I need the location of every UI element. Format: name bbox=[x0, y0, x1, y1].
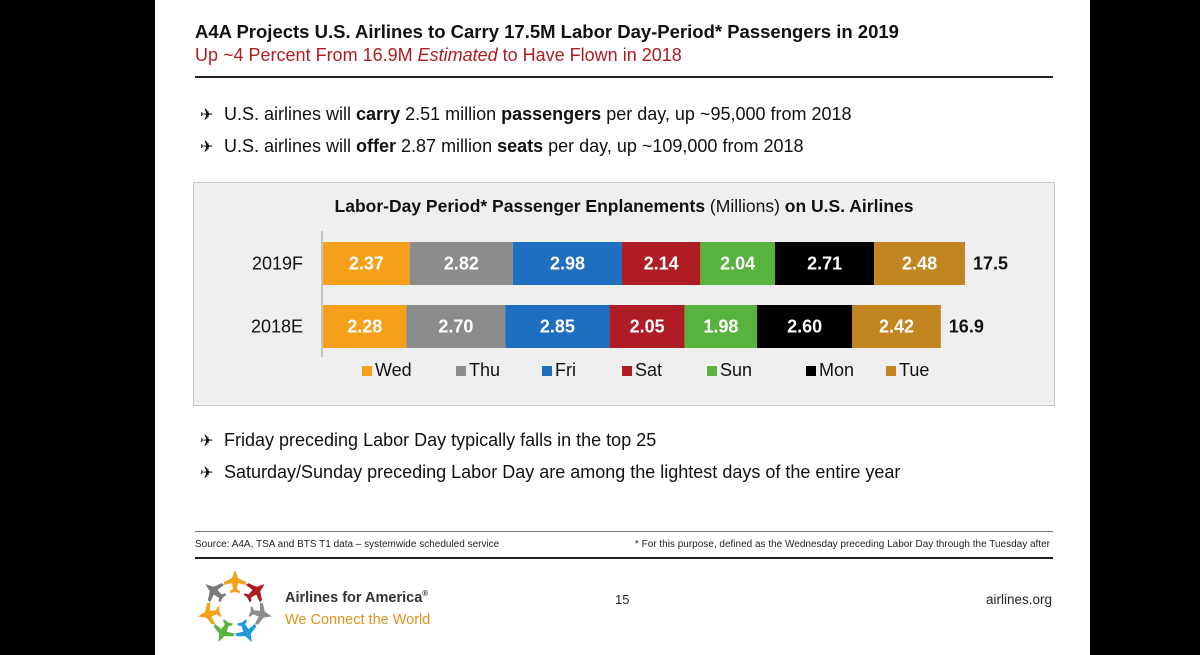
bar-segment bbox=[874, 242, 965, 285]
legend-swatch bbox=[456, 366, 466, 376]
subtitle-pre: Up ~4 Percent From 16.9M bbox=[195, 45, 418, 65]
value-label: 2.14 bbox=[644, 254, 679, 274]
bar-segment bbox=[757, 305, 853, 348]
total-label: 17.5 bbox=[973, 254, 1008, 274]
value-label: 2.04 bbox=[720, 254, 755, 274]
subtitle-emphasis: Estimated bbox=[417, 45, 498, 65]
subtitle-post: to Have Flown in 2018 bbox=[497, 45, 682, 65]
bar-segment bbox=[323, 305, 407, 348]
value-label: 2.70 bbox=[438, 317, 473, 337]
bullet-weekend: ✈ Saturday/Sunday preceding Labor Day are… bbox=[200, 462, 900, 483]
bar-segment bbox=[512, 242, 623, 285]
total-label: 16.9 bbox=[949, 317, 984, 337]
legend-label: Sun bbox=[720, 360, 752, 380]
footer-divider-thin bbox=[195, 531, 1053, 532]
footer-divider bbox=[195, 557, 1053, 559]
brand-name: Airlines for America® bbox=[285, 589, 428, 606]
legend-swatch bbox=[362, 366, 372, 376]
bar-segment bbox=[609, 305, 685, 348]
value-label: 2.48 bbox=[902, 254, 937, 274]
chart-title-bold: on U.S. Airlines bbox=[784, 196, 914, 216]
brand-name-text: Airlines for America bbox=[285, 589, 423, 606]
bullet-bold: carry bbox=[356, 104, 401, 124]
legend-swatch bbox=[886, 366, 896, 376]
chart-panel: Labor-Day Period* Passenger Enplanements… bbox=[193, 182, 1055, 406]
legend-swatch bbox=[707, 366, 717, 376]
bullet-text: 2.51 million bbox=[400, 104, 502, 124]
chart-title: Labor-Day Period* Passenger Enplanements… bbox=[194, 196, 1054, 217]
bullet-bold: seats bbox=[497, 136, 544, 156]
website-link[interactable]: airlines.org bbox=[985, 592, 1052, 607]
bullet-bold: passengers bbox=[501, 104, 602, 124]
value-label: 2.60 bbox=[787, 317, 822, 337]
value-label: 2.42 bbox=[879, 317, 914, 337]
legend-label: Sat bbox=[635, 360, 662, 380]
legend-label: Thu bbox=[469, 360, 500, 380]
legend-label: Tue bbox=[899, 360, 929, 380]
bullet-text: Saturday/Sunday preceding Labor Day are … bbox=[224, 462, 901, 482]
bullet-text: per day, up ~95,000 from 2018 bbox=[601, 104, 852, 124]
chart-title-units: (Millions) bbox=[705, 196, 785, 216]
category-label: 2018E bbox=[251, 317, 303, 337]
value-label: 2.71 bbox=[807, 254, 842, 274]
stacked-bar-chart: 2019F 2.37 2.82 2.98 2.14 2.04 2.71 2.48 17.5 201… bbox=[251, 231, 1008, 380]
value-label: 2.28 bbox=[347, 317, 382, 337]
legend-swatch bbox=[622, 366, 632, 376]
category-label: 2019F bbox=[252, 254, 303, 274]
slide-subtitle: Up ~4 Percent From 16.9M Estimated to Ha… bbox=[195, 45, 682, 66]
brand-tagline: We Connect the World bbox=[285, 612, 431, 628]
bar-segment bbox=[409, 242, 513, 285]
airplane-icon: ✈ bbox=[200, 107, 214, 124]
footnote: * For this purpose, defined as the Wedne… bbox=[634, 539, 1050, 550]
title-divider bbox=[195, 76, 1053, 78]
bullet-passengers: ✈ U.S. airlines will carry 2.51 million p… bbox=[200, 104, 852, 125]
airplanes-snowflake-logo bbox=[197, 570, 273, 643]
legend-swatch bbox=[806, 366, 816, 376]
bullet-friday: ✈ Friday preceding Labor Day typically fa… bbox=[200, 430, 656, 451]
airplane-icon: ✈ bbox=[200, 139, 214, 156]
registered-mark: ® bbox=[422, 589, 429, 598]
bullet-text: U.S. airlines will bbox=[224, 104, 357, 124]
bar-segment bbox=[622, 242, 701, 285]
bar-segment bbox=[684, 305, 758, 348]
bullet-text: 2.87 million bbox=[396, 136, 498, 156]
value-label: 2.85 bbox=[540, 317, 575, 337]
bar-segment bbox=[406, 305, 506, 348]
legend-label: Fri bbox=[555, 360, 576, 380]
slide: A4A Projects U.S. Airlines to Carry 17.5… bbox=[155, 0, 1090, 655]
bullet-text: Friday preceding Labor Day typically fal… bbox=[224, 430, 657, 450]
value-label: 2.37 bbox=[349, 254, 384, 274]
value-label: 1.98 bbox=[703, 317, 738, 337]
legend-swatch bbox=[542, 366, 552, 376]
bullet-seats: ✈ U.S. airlines will offer 2.87 million s… bbox=[200, 136, 804, 157]
airplane-icon: ✈ bbox=[200, 433, 214, 450]
value-label: 2.05 bbox=[630, 317, 665, 337]
value-label: 2.98 bbox=[550, 254, 585, 274]
value-label: 2.82 bbox=[444, 254, 479, 274]
bullet-bold: offer bbox=[356, 136, 397, 156]
bar-segment bbox=[323, 242, 410, 285]
bar-segment bbox=[700, 242, 776, 285]
chart-title-bold: Labor-Day Period* Passenger Enplanements bbox=[334, 196, 706, 216]
bullet-text: U.S. airlines will bbox=[224, 136, 357, 156]
page-number: 15 bbox=[615, 592, 630, 607]
source-note: Source: A4A, TSA and BTS T1 data – syste… bbox=[195, 539, 500, 550]
bar-segment bbox=[852, 305, 941, 348]
bar-segment bbox=[775, 242, 875, 285]
bar-segment bbox=[505, 305, 610, 348]
airplane-icon: ✈ bbox=[200, 465, 214, 482]
slide-title: A4A Projects U.S. Airlines to Carry 17.5… bbox=[195, 21, 899, 42]
bullet-text: per day, up ~109,000 from 2018 bbox=[543, 136, 804, 156]
legend-label: Mon bbox=[819, 360, 854, 380]
legend-label: Wed bbox=[375, 360, 412, 380]
